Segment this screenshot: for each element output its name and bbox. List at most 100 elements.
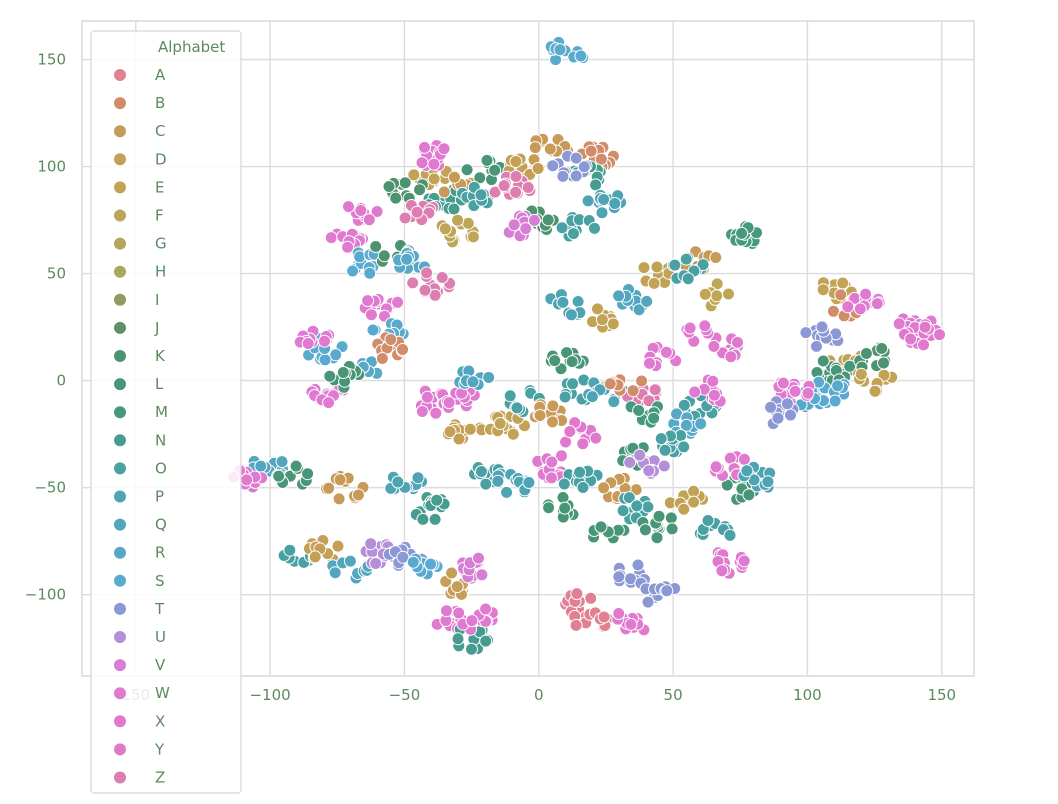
data-point-e	[816, 283, 830, 297]
data-point-o	[668, 258, 682, 272]
data-point-w	[841, 300, 855, 314]
legend-marker-t	[113, 601, 127, 616]
data-point-o	[696, 258, 710, 272]
data-point-s	[353, 250, 367, 264]
data-point-w	[420, 390, 434, 404]
data-point-l	[558, 501, 572, 515]
data-point-z	[420, 266, 434, 280]
legend-marker-k	[113, 349, 127, 363]
data-point-c	[597, 481, 611, 495]
data-point-f	[451, 213, 465, 227]
data-point-x	[731, 335, 744, 349]
data-point-l	[665, 522, 679, 536]
data-point-w	[707, 388, 721, 402]
data-point-l	[594, 520, 608, 534]
data-point-w	[418, 140, 431, 154]
data-point-f	[466, 230, 480, 244]
data-point-e	[647, 276, 661, 290]
data-point-t	[631, 558, 645, 572]
legend-label-k: K	[155, 347, 166, 365]
data-point-q	[482, 371, 496, 384]
data-point-k	[877, 356, 891, 370]
data-point-p	[761, 475, 775, 489]
data-point-d	[463, 422, 477, 436]
data-point-w	[240, 473, 254, 487]
data-point-l	[336, 366, 350, 379]
data-point-p	[491, 474, 505, 488]
data-point-z	[648, 383, 662, 397]
data-point-p	[411, 471, 425, 485]
data-point-l	[664, 511, 678, 525]
data-point-c	[533, 409, 547, 422]
data-point-v	[472, 551, 485, 565]
data-point-o	[557, 477, 571, 491]
data-point-q	[466, 375, 480, 389]
legend-marker-m	[113, 405, 127, 420]
data-point-t	[771, 411, 785, 425]
data-point-e	[595, 313, 609, 327]
data-point-w	[479, 602, 493, 616]
legend-label-u: U	[155, 628, 166, 646]
data-point-o	[588, 221, 601, 235]
data-point-o	[510, 401, 524, 415]
data-point-k	[413, 183, 427, 197]
data-point-t	[569, 151, 583, 165]
legend-label-g: G	[155, 235, 167, 253]
data-point-p	[608, 197, 622, 210]
data-point-l	[742, 488, 756, 502]
legend-marker-p	[113, 489, 127, 504]
data-point-l	[816, 354, 830, 368]
legend-label-e: E	[155, 178, 164, 196]
data-point-p	[581, 194, 595, 208]
data-point-w	[324, 231, 338, 245]
data-point-s	[574, 49, 588, 63]
data-point-o	[658, 443, 672, 457]
legend-marker-l	[113, 377, 127, 392]
legend-marker-f	[113, 208, 127, 223]
data-point-o	[283, 543, 297, 557]
data-point-w	[698, 319, 712, 333]
legend-marker-d	[113, 152, 127, 167]
data-point-x	[576, 437, 590, 451]
legend-marker-c	[113, 124, 127, 139]
data-point-v	[475, 568, 489, 582]
data-point-x	[354, 204, 368, 217]
data-point-l	[652, 509, 666, 523]
data-point-t	[577, 160, 591, 174]
data-point-w	[322, 396, 336, 410]
data-point-x	[342, 200, 355, 214]
data-point-l	[480, 153, 494, 167]
data-point-w	[612, 607, 626, 620]
data-point-w	[801, 386, 815, 400]
data-point-n	[447, 202, 461, 216]
legend-marker-g	[113, 236, 127, 251]
data-point-s	[553, 43, 567, 57]
data-point-w	[853, 302, 867, 316]
data-point-w	[301, 337, 315, 350]
data-point-e	[606, 317, 620, 331]
data-point-b	[375, 352, 389, 365]
data-point-n	[416, 512, 430, 526]
data-point-n	[430, 493, 444, 507]
data-point-f	[438, 222, 452, 236]
data-point-b	[584, 144, 598, 158]
data-point-w	[429, 406, 443, 420]
data-point-w	[442, 396, 456, 410]
data-point-c	[448, 170, 461, 184]
legend-label-o: O	[155, 459, 167, 477]
data-point-w	[364, 308, 378, 322]
x-tick-label: 0	[534, 686, 544, 704]
data-point-w	[859, 287, 873, 301]
data-point-b	[384, 333, 398, 346]
data-point-x	[917, 338, 930, 352]
data-point-x	[933, 328, 946, 342]
data-point-v	[519, 222, 533, 236]
legend-marker-o	[113, 461, 127, 476]
data-point-w	[715, 564, 729, 578]
legend-label-q: Q	[155, 516, 167, 534]
data-point-e	[687, 484, 701, 498]
data-point-b	[834, 288, 848, 302]
data-point-w	[683, 321, 697, 335]
legend-label-i: I	[155, 291, 159, 309]
